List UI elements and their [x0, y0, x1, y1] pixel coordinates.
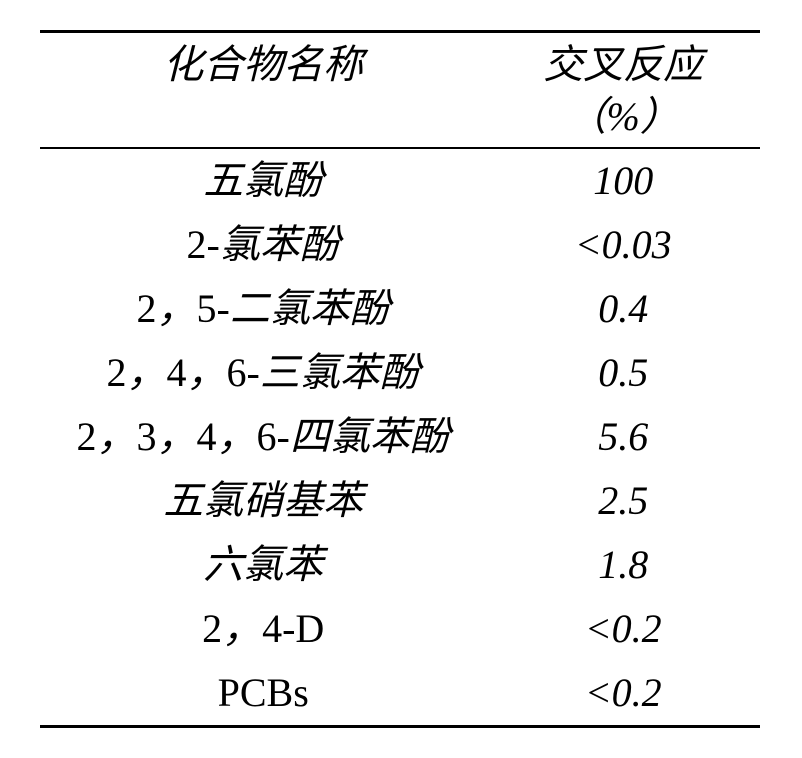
col-header-crossreaction-line2: （%） — [567, 94, 680, 139]
cross-reaction-value: <0.2 — [486, 661, 760, 727]
cross-reaction-value: 0.5 — [486, 341, 760, 405]
table-row: 六氯苯1.8 — [40, 533, 760, 597]
compound-name: 2，5-二氯苯酚 — [40, 277, 486, 341]
cross-reaction-value: <0.2 — [486, 597, 760, 661]
header-row: 化合物名称 交叉反应 （%） — [40, 32, 760, 149]
compound-name: 2-氯苯酚 — [40, 213, 486, 277]
compound-name: 2，4，6-三氯苯酚 — [40, 341, 486, 405]
cross-reaction-value: 2.5 — [486, 469, 760, 533]
table-row: PCBs<0.2 — [40, 661, 760, 727]
cross-reaction-value: 0.4 — [486, 277, 760, 341]
cross-reactivity-table: 化合物名称 交叉反应 （%） 五氯酚1002-氯苯酚<0.032，5-二氯苯酚0… — [40, 30, 760, 728]
cross-reaction-value: 5.6 — [486, 405, 760, 469]
table-row: 五氯硝基苯2.5 — [40, 469, 760, 533]
table-row: 2，4，6-三氯苯酚0.5 — [40, 341, 760, 405]
compound-name: 2，3，4，6-四氯苯酚 — [40, 405, 486, 469]
compound-name: 六氯苯 — [40, 533, 486, 597]
table-body: 五氯酚1002-氯苯酚<0.032，5-二氯苯酚0.42，4，6-三氯苯酚0.5… — [40, 148, 760, 727]
table-row: 2，5-二氯苯酚0.4 — [40, 277, 760, 341]
cross-reaction-value: <0.03 — [486, 213, 760, 277]
compound-name: 五氯酚 — [40, 148, 486, 213]
compound-name: 五氯硝基苯 — [40, 469, 486, 533]
col-header-crossreaction-line1: 交叉反应 — [543, 42, 703, 87]
table-row: 2，3，4，6-四氯苯酚5.6 — [40, 405, 760, 469]
col-header-compound-line1: 化合物名称 — [163, 42, 363, 87]
col-header-crossreaction: 交叉反应 （%） — [486, 32, 760, 149]
compound-name: 2，4-D — [40, 597, 486, 661]
table-row: 2，4-D<0.2 — [40, 597, 760, 661]
cross-reaction-value: 1.8 — [486, 533, 760, 597]
col-header-compound: 化合物名称 — [40, 32, 486, 149]
compound-name: PCBs — [40, 661, 486, 727]
table-row: 五氯酚100 — [40, 148, 760, 213]
table-row: 2-氯苯酚<0.03 — [40, 213, 760, 277]
cross-reaction-value: 100 — [486, 148, 760, 213]
